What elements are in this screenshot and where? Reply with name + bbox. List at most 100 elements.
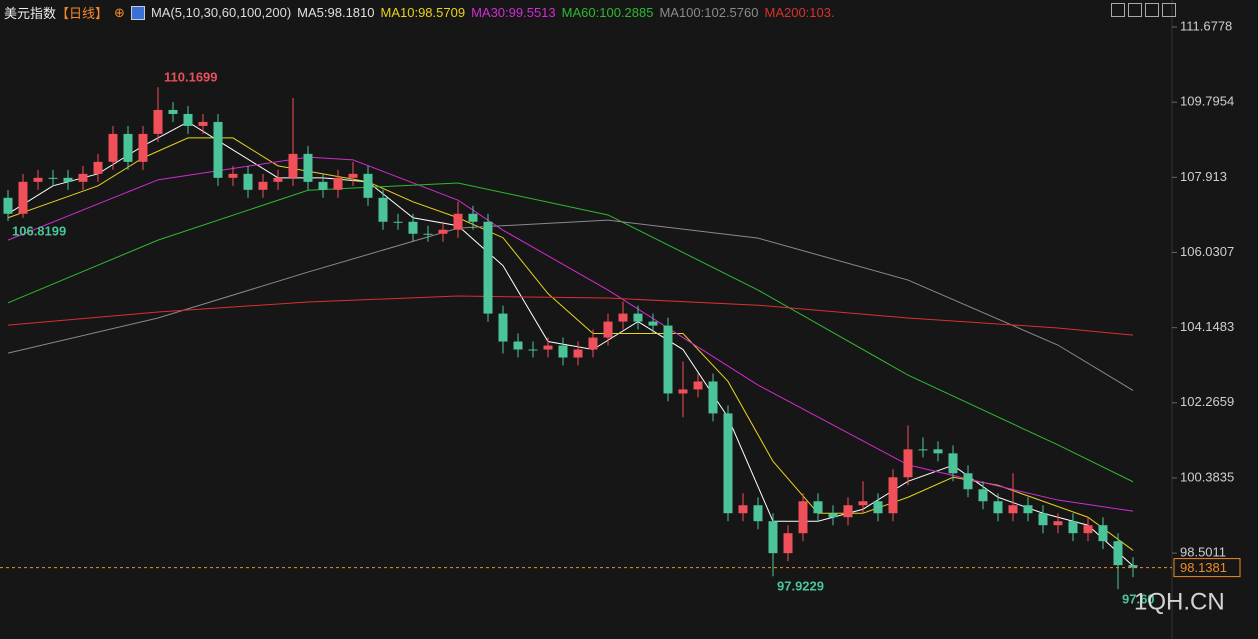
candle-body <box>258 181 268 190</box>
low-label: 106.8199 <box>12 223 66 238</box>
candle-body <box>48 177 58 179</box>
candle-body <box>513 341 523 350</box>
candle-body <box>108 133 118 162</box>
candle-body <box>903 449 913 478</box>
ma-line <box>7 219 1134 391</box>
candle-body <box>633 313 643 322</box>
candle-body <box>573 349 583 358</box>
legend-item: MA100:102.5760 <box>659 5 759 20</box>
candle-body <box>543 345 553 350</box>
candle-body <box>888 477 898 514</box>
ma-line <box>7 295 1134 336</box>
candle-body <box>198 121 208 126</box>
tool-button[interactable] <box>1162 3 1176 17</box>
candle-body <box>1053 521 1063 526</box>
candles <box>3 87 1138 590</box>
ma-line <box>7 156 1134 512</box>
candle-body <box>678 389 688 394</box>
candle-body <box>843 505 853 518</box>
candle-body <box>498 313 508 342</box>
candle-body <box>813 501 823 514</box>
candle-body <box>168 109 178 114</box>
candle-body <box>183 113 193 126</box>
candle-body <box>363 173 373 198</box>
candle-body <box>738 505 748 514</box>
legend-item: MA5:98.1810 <box>297 5 375 20</box>
candle-body <box>693 381 703 390</box>
candle-body <box>708 381 718 414</box>
candle-body <box>3 197 13 214</box>
y-tick-label: 109.7954 <box>1180 94 1234 109</box>
candle-body <box>603 321 613 338</box>
candle-body <box>753 505 763 522</box>
y-tick-label: 104.1483 <box>1180 319 1234 334</box>
candle-body <box>138 133 148 162</box>
ma-line <box>7 182 1134 483</box>
toolbar <box>1111 3 1176 17</box>
tool-button[interactable] <box>1145 3 1159 17</box>
candle-body <box>378 197 388 222</box>
low-label: 97.9229 <box>777 579 824 594</box>
candle-body <box>483 221 493 314</box>
legend-item: MA60:100.2885 <box>561 5 654 20</box>
y-tick-label: 98.5011 <box>1180 545 1226 560</box>
candle-body <box>1008 505 1018 514</box>
candle-body <box>33 177 43 182</box>
candle-body <box>663 325 673 394</box>
candle-body <box>648 321 658 326</box>
indicator-icon[interactable] <box>130 5 145 20</box>
candle-body <box>618 313 628 322</box>
candle-body <box>1023 505 1033 514</box>
tool-button[interactable] <box>1128 3 1142 17</box>
candle-body <box>723 413 733 514</box>
candle-body <box>873 501 883 514</box>
tool-button[interactable] <box>1111 3 1125 17</box>
title: 美元指数 <box>4 6 57 21</box>
legend-item: MA30:99.5513 <box>471 5 556 20</box>
period[interactable]: 【日线】 <box>56 6 109 21</box>
candle-body <box>213 121 223 178</box>
candle-body <box>243 173 253 190</box>
candle-body <box>528 349 538 351</box>
ma-line <box>7 137 1134 551</box>
candle-body <box>453 213 463 230</box>
candle-body <box>858 501 868 506</box>
candle-body <box>18 181 28 214</box>
candle-body <box>948 453 958 474</box>
candle-body <box>93 161 103 174</box>
candle-body <box>438 229 448 234</box>
candle-body <box>123 133 133 162</box>
add-icon[interactable]: ⊕ <box>114 4 125 20</box>
candle-body <box>933 449 943 454</box>
candle-body <box>978 489 988 502</box>
indicator[interactable]: MA(5,10,30,60,100,200) <box>150 5 292 20</box>
candle-body <box>273 177 283 182</box>
ma-line <box>7 121 1134 567</box>
candle-body <box>318 181 328 190</box>
candle-body <box>228 173 238 178</box>
candle-body <box>423 233 433 235</box>
y-tick-label: 102.2659 <box>1180 394 1234 409</box>
candle-body <box>1098 525 1108 542</box>
candle-body <box>153 109 163 134</box>
y-tick-label: 106.0307 <box>1180 244 1234 259</box>
candle-body <box>828 513 838 518</box>
candle-body <box>408 221 418 234</box>
watermark: 1QH.CN <box>1134 588 1225 615</box>
legend-item: MA200:103. <box>764 5 835 20</box>
low-label: 97.60 <box>1122 592 1155 607</box>
last-price-label: 98.1381 <box>1180 560 1227 575</box>
candle-body <box>1113 541 1123 566</box>
candle-body <box>993 501 1003 514</box>
candle-body <box>918 449 928 451</box>
candle-body <box>783 533 793 554</box>
header: 美元指数 【日线】 ⊕ MA(5,10,30,60,100,200) MA5:9… <box>4 3 835 22</box>
candle-body <box>588 337 598 350</box>
legend-item: MA10:98.5709 <box>380 5 466 20</box>
candle-body <box>393 221 403 223</box>
candle-body <box>1068 521 1078 534</box>
y-tick-label: 100.3835 <box>1180 469 1234 484</box>
candle-body <box>1083 525 1093 534</box>
